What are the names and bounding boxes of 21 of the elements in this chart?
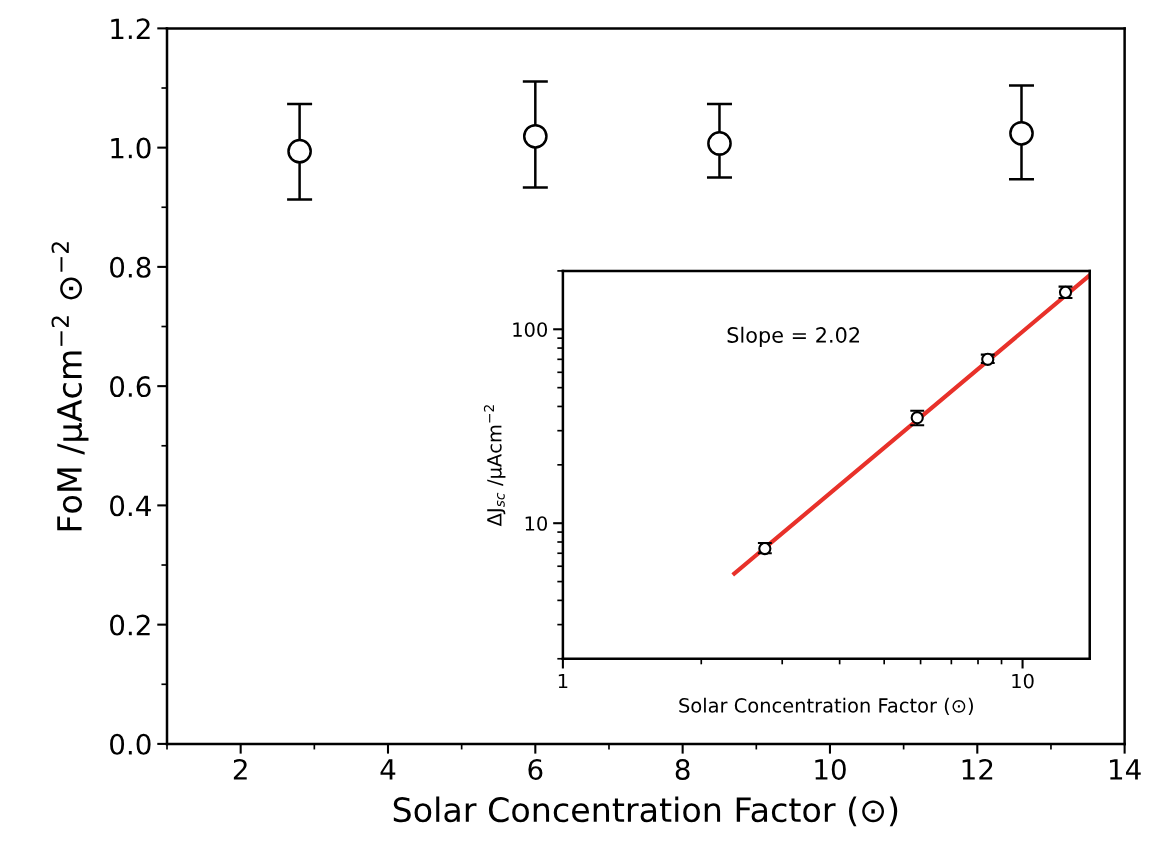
x-axis-title: Solar Concentration Factor (⊙) [393, 796, 898, 827]
x-tick-label: 6 [528, 758, 543, 780]
y-tick-label: 100 [513, 322, 548, 337]
y-tick-label: 1.2 [111, 18, 150, 39]
y-axis-title: ΔJ$_{sc}$ /μAcm$^{−2}$ [483, 405, 506, 527]
y-axis-title: FoM /μAcm$^{−2}$ ⊙$^{−2}$ [51, 242, 89, 531]
x-tick-label: 14 [1110, 759, 1141, 780]
x-axis-title: Solar Concentration Factor (⊙) [679, 697, 973, 716]
y-tick-label: 0.8 [110, 256, 151, 278]
y-tick-label: 1.0 [111, 137, 151, 159]
x-tick-label: 1 [558, 673, 568, 689]
y-tick-label: 0.2 [110, 614, 150, 636]
x-tick-label: 4 [380, 759, 396, 780]
annotation: Slope = 2.02 [727, 326, 860, 347]
y-tick-label: 0.6 [110, 376, 151, 398]
x-tick-label: 8 [675, 758, 690, 780]
x-tick-label: 10 [815, 758, 846, 780]
y-tick-label: 0.0 [110, 733, 151, 755]
x-tick-label: 2 [233, 758, 247, 780]
y-tick-label: 0.4 [110, 495, 151, 517]
x-tick-label: 12 [962, 758, 993, 780]
